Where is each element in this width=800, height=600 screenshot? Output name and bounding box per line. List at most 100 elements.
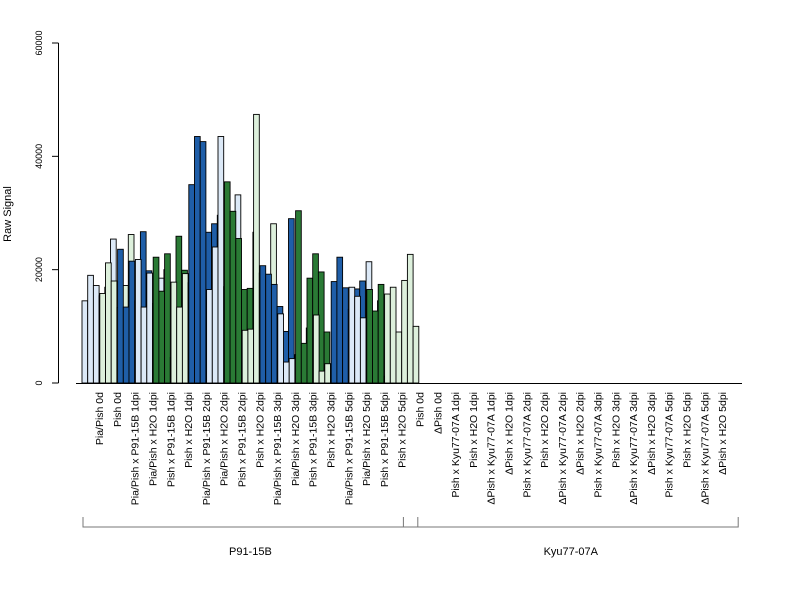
bar <box>359 317 367 384</box>
x-tick-label: Pish 0d <box>112 392 124 427</box>
bar <box>235 238 242 384</box>
bar <box>288 358 296 384</box>
x-tick-label: Pish x H2O 5dpi <box>682 392 694 468</box>
group-brackets: P91-15B Kyu77-07A <box>82 517 739 558</box>
group-label: P91-15B <box>229 546 272 558</box>
bars <box>81 113 420 384</box>
bar <box>105 262 112 384</box>
bar <box>330 281 338 384</box>
x-tick-label: Pish x Kyu77-07A 5dpi <box>664 392 676 498</box>
group-label: Kyu77-07A <box>544 546 599 558</box>
bar <box>372 310 379 384</box>
x-tick-label: Pia/Pish x P91-15B 1dpi <box>130 392 142 505</box>
bar <box>336 256 344 384</box>
x-tick-label: Pish x H2O 2dpi <box>254 392 266 468</box>
bar <box>146 272 153 384</box>
bar <box>389 286 397 384</box>
x-tick-label: Pish x P91-15B 5dpi <box>379 392 391 487</box>
x-tick-labels: Pia/Pish 0d Pish 0d Pia/Pish x P91-15B 1dp… <box>94 392 729 505</box>
bar <box>81 300 89 384</box>
x-tick-label: Pia/Pish x H2O 5dpi <box>361 392 373 486</box>
x-tick-label: Pish x P91-15B 3dpi <box>308 392 320 487</box>
bar <box>99 293 106 384</box>
y-axis-label: Raw Signal <box>2 186 14 242</box>
bar <box>241 329 249 384</box>
x-tick-label: Pish x H2O 1dpi <box>468 392 480 468</box>
bar <box>342 287 349 384</box>
x-tick-label: ΔPish 0d <box>432 392 444 434</box>
bar <box>366 289 373 384</box>
x-tick-label: Pish x Kyu77-07A 3dpi <box>593 392 605 498</box>
bar <box>384 293 391 384</box>
bar <box>217 136 225 384</box>
x-tick-label: Pish x Kyu77-07A 1dpi <box>450 392 462 498</box>
bar <box>188 184 195 384</box>
x-tick-label: Pish x P91-15B 2dpi <box>237 392 249 487</box>
bar <box>134 259 142 384</box>
x-tick-label: Pish x H2O 1dpi <box>183 392 195 468</box>
x-tick-label: ΔPish x H2O 2dpi <box>575 392 587 475</box>
bar <box>412 325 420 384</box>
x-tick-label: Pia/Pish x H2O 3dpi <box>290 392 302 486</box>
x-tick-label: Pish x H2O 3dpi <box>610 392 622 468</box>
bar <box>259 265 267 384</box>
y-axis: 0 20000 40000 60000 <box>34 30 59 386</box>
x-tick-label: Pia/Pish x P91-15B 5dpi <box>343 392 355 505</box>
bar <box>110 280 118 384</box>
x-tick-label: Pia/Pish x H2O 1dpi <box>148 392 160 486</box>
bar <box>324 363 331 384</box>
y-tick-label: 20000 <box>34 257 44 282</box>
bar <box>354 295 361 384</box>
x-tick-label: Pia/Pish 0d <box>94 392 106 445</box>
x-tick-label: Pish x H2O 2dpi <box>539 392 551 468</box>
x-tick-label: Pish x P91-15B 1dpi <box>165 392 177 487</box>
bar <box>318 370 326 384</box>
bar <box>176 306 183 384</box>
x-tick-label: ΔPish x Kyu77-07A 3dpi <box>628 392 640 505</box>
bar <box>158 290 166 384</box>
x-tick-label: ΔPish x H2O 1dpi <box>504 392 516 475</box>
bar <box>406 253 414 384</box>
bar <box>277 313 284 384</box>
y-tick-label: 0 <box>34 380 44 385</box>
bar <box>211 246 219 384</box>
x-tick-label: ΔPish x H2O 3dpi <box>646 392 658 475</box>
x-tick-label: Pish x H2O 5dpi <box>397 392 409 468</box>
bar <box>401 279 408 384</box>
x-tick-label: Pia/Pish x P91-15B 3dpi <box>272 392 284 505</box>
bar <box>117 248 124 384</box>
bar <box>377 283 385 384</box>
bar <box>199 141 207 384</box>
x-tick-label: ΔPish x Kyu77-07A 2dpi <box>557 392 569 505</box>
x-tick-label: Pish x Kyu77-07A 2dpi <box>521 392 533 498</box>
x-tick-label: ΔPish x H2O 5dpi <box>717 392 729 475</box>
bar <box>395 331 403 384</box>
bar <box>223 181 231 384</box>
x-tick-label: Pish x H2O 3dpi <box>326 392 338 468</box>
y-tick-label: 40000 <box>34 144 44 169</box>
x-tick-label: Pia/Pish x P91-15B 2dpi <box>201 392 213 505</box>
bar <box>270 283 278 384</box>
x-tick-label: ΔPish x Kyu77-07A 5dpi <box>699 392 711 505</box>
bar <box>140 306 148 384</box>
y-tick-label: 60000 <box>34 30 44 55</box>
bar <box>247 328 255 384</box>
x-tick-label: Pia/Pish x H2O 2dpi <box>219 392 231 486</box>
bar <box>152 256 160 384</box>
bar <box>253 113 260 384</box>
bar <box>87 274 94 384</box>
bar <box>348 286 356 384</box>
x-tick-label: Pish 0d <box>415 392 427 427</box>
bar <box>164 253 171 384</box>
bar <box>181 273 189 384</box>
bar <box>206 289 213 384</box>
bar <box>265 273 272 384</box>
group-bracket <box>402 517 739 528</box>
bar <box>128 260 136 384</box>
x-tick-label: ΔPish x Kyu77-07A 1dpi <box>486 392 498 505</box>
bar <box>306 277 314 384</box>
bar <box>283 361 290 384</box>
bar <box>122 306 130 384</box>
bar <box>170 281 178 384</box>
